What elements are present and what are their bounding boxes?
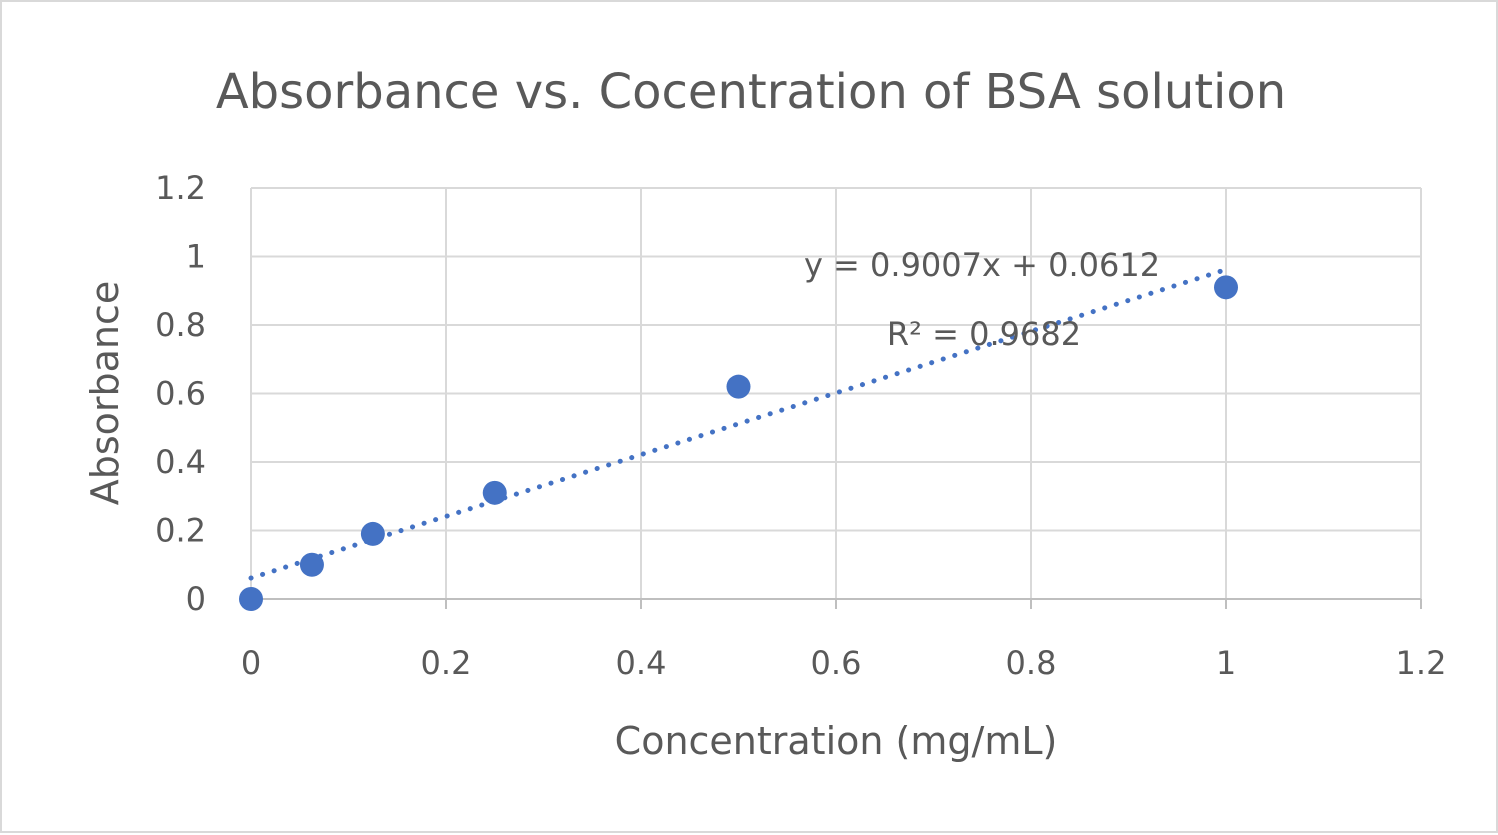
y-axis-title: Absorbance xyxy=(83,281,127,506)
data-point xyxy=(299,552,324,577)
x-tick-label: 0.4 xyxy=(616,644,667,682)
x-tick-label: 0.2 xyxy=(421,644,472,682)
gridlines xyxy=(251,187,1422,599)
y-tick-label: 0.6 xyxy=(155,375,206,413)
x-tick-label: 1 xyxy=(1216,644,1236,682)
x-axis-tick-labels: 0 0.2 0.4 0.6 0.8 1 1.2 xyxy=(241,644,1447,682)
y-tick-label: 1.2 xyxy=(155,169,206,207)
trendline-group xyxy=(248,267,1229,581)
data-point xyxy=(726,374,751,399)
x-tick-label: 1.2 xyxy=(1396,644,1447,682)
y-tick-label: 1 xyxy=(186,238,206,276)
data-point xyxy=(1214,275,1238,300)
chart-title: Absorbance vs. Cocentration of BSA solut… xyxy=(216,64,1286,120)
trendline xyxy=(248,267,1229,581)
x-tick-label: 0 xyxy=(241,644,261,682)
data-point xyxy=(239,587,263,611)
y-axis-tick-labels: 0 0.2 0.4 0.6 0.8 1 1.2 xyxy=(155,169,206,618)
y-tick-label: 0.8 xyxy=(155,306,206,344)
data-point xyxy=(360,521,385,546)
x-axis-title: Concentration (mg/mL) xyxy=(615,719,1058,763)
x-tick-label: 0.8 xyxy=(1006,644,1057,682)
x-tick-label: 0.6 xyxy=(811,644,862,682)
y-tick-label: 0 xyxy=(186,580,206,618)
trendline-r-squared: R² = 0.9682 xyxy=(887,315,1081,353)
data-points xyxy=(239,275,1238,611)
trendline-equation: y = 0.9007x + 0.0612 xyxy=(804,246,1160,284)
y-tick-label: 0.2 xyxy=(155,512,206,550)
data-point xyxy=(482,480,507,505)
y-tick-label: 0.4 xyxy=(155,443,206,481)
